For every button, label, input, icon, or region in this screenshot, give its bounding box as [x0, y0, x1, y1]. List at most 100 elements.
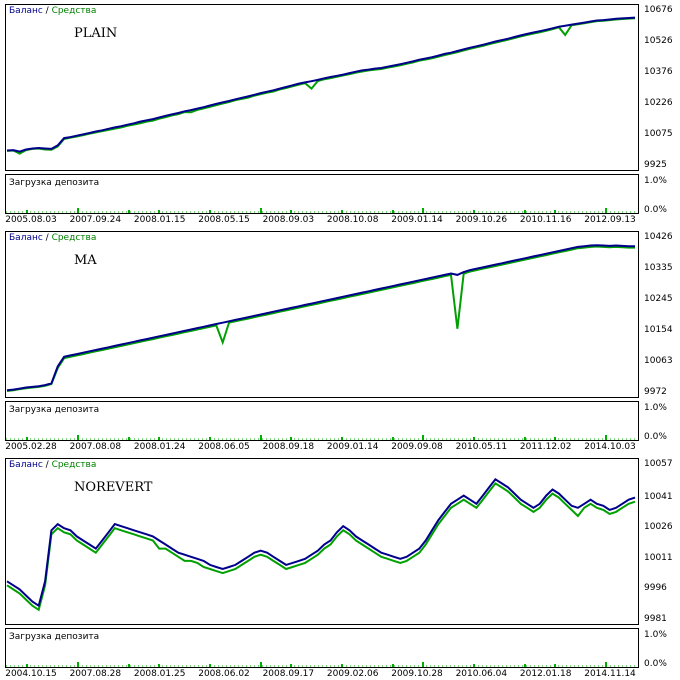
load-bar: [77, 435, 79, 440]
deposit-load-panel: Загрузка депозита: [5, 174, 639, 214]
y-tick-label: 10526: [644, 35, 673, 46]
y-tick-label: 10226: [644, 97, 673, 108]
y-tick-label: 9925: [644, 160, 667, 170]
x-tick-label: 2007.08.28: [69, 669, 122, 679]
strategy-tag: NOREVERT: [74, 480, 153, 495]
y-tick-label: 10426: [644, 232, 673, 242]
x-tick-label: 2005.08.03: [5, 215, 57, 225]
deposit-load-panel: Загрузка депозита: [5, 628, 639, 668]
load-bar: [422, 662, 424, 667]
load-plot: [6, 435, 638, 440]
x-tick-label: 2010.05.11: [455, 442, 508, 452]
line-plot: [6, 244, 635, 392]
x-tick-label: 2012.01.18: [519, 669, 572, 679]
balance-line: [6, 244, 635, 392]
y-tick-label: 10057: [644, 459, 673, 469]
x-tick-label: 2014.11.14: [584, 669, 636, 679]
y-tick-label: 10154: [644, 324, 673, 335]
strategy-tag: MA: [74, 253, 97, 268]
load-bar: [77, 662, 79, 667]
equity-line: [6, 17, 636, 155]
legend-separator: /: [42, 460, 52, 470]
load-bar: [260, 435, 262, 440]
legend-balance: Баланс: [9, 460, 43, 470]
load-tick-label: 1.0%: [644, 403, 667, 413]
load-bar: [605, 435, 607, 440]
x-tick-label: 2008.06.05: [198, 442, 250, 452]
legend-separator: /: [42, 233, 52, 243]
y-tick-label: 10011: [644, 552, 673, 563]
load-plot: [6, 662, 638, 667]
x-tick-label: 2008.10.08: [326, 215, 379, 225]
y-tick-label: 10335: [644, 263, 673, 274]
x-tick-label: 2009.09.08: [391, 442, 443, 452]
x-tick-label: 2010.11.16: [519, 215, 572, 225]
y-tick-label: 10376: [644, 66, 673, 77]
y-tick-label: 10063: [644, 355, 673, 366]
balance-line: [6, 477, 636, 608]
y-tick-label: 10676: [644, 5, 673, 15]
y-tick-label: 10041: [644, 491, 673, 502]
deposit-load-panel: Загрузка депозита: [5, 401, 639, 441]
balance-line: [6, 16, 636, 153]
y-tick-label: 10026: [644, 522, 673, 533]
legend-equity: Средства: [51, 233, 97, 243]
load-tick-label: 1.0%: [644, 630, 667, 640]
load-bar: [524, 210, 526, 213]
legend-balance: Баланс: [9, 233, 43, 243]
load-bar: [128, 210, 130, 213]
load-bar: [260, 662, 262, 667]
load-bar: [260, 208, 262, 213]
x-tick-label: 2009.10.26: [455, 215, 508, 225]
x-tick-label: 2004.10.15: [5, 669, 57, 679]
chart-legend: Баланс / Средства: [9, 460, 96, 470]
load-bar: [524, 664, 526, 667]
x-tick-label: 2011.12.02: [519, 442, 572, 452]
load-bar: [128, 664, 130, 667]
x-tick-label: 2007.08.08: [69, 442, 122, 452]
x-tick-label: 2009.01.14: [326, 442, 379, 452]
x-tick-label: 2008.09.17: [262, 669, 315, 679]
y-tick-label: 10075: [644, 129, 673, 140]
load-bar: [77, 208, 79, 213]
load-bar: [422, 435, 424, 440]
legend-equity: Средства: [51, 460, 97, 470]
deposit-load-label: Загрузка депозита: [9, 178, 100, 188]
x-tick-label: 2009.02.06: [326, 669, 379, 679]
load-tick-label: 0.0%: [644, 205, 667, 215]
x-tick-label: 2008.01.15: [133, 215, 186, 225]
chart-legend: Баланс / Средства: [9, 233, 96, 243]
load-bar: [392, 210, 394, 213]
y-tick-label: 9996: [644, 583, 667, 594]
x-tick-label: 2012.09.13: [584, 215, 636, 225]
load-tick-label: 0.0%: [644, 432, 667, 442]
chart-panel: Баланс / Средства MA: [5, 231, 639, 398]
y-tick-label: 9972: [644, 387, 667, 397]
deposit-load-label: Загрузка депозита: [9, 632, 100, 642]
load-bar: [392, 664, 394, 667]
load-bar: [605, 208, 607, 213]
x-tick-label: 2008.09.03: [262, 215, 315, 225]
chart-legend: Баланс / Средства: [9, 6, 96, 16]
load-bar: [605, 662, 607, 667]
x-tick-label: 2008.06.02: [198, 669, 250, 679]
y-tick-label: 10245: [644, 293, 673, 304]
equity-line: [6, 482, 636, 612]
legend-separator: /: [42, 6, 52, 16]
x-tick-label: 2014.10.03: [584, 442, 636, 452]
x-tick-label: 2005.02.28: [5, 442, 57, 452]
load-plot: [6, 208, 638, 213]
y-tick-label: 9981: [644, 614, 667, 624]
equity-line: [6, 245, 635, 392]
x-tick-label: 2009.01.14: [391, 215, 443, 225]
x-tick-label: 2010.06.04: [455, 669, 508, 679]
strategy-tag: PLAIN: [74, 26, 118, 41]
deposit-load-label: Загрузка депозита: [9, 405, 100, 415]
chart-panel: Баланс / Средства PLAIN: [5, 4, 639, 171]
chart-panel: Баланс / Средства NOREVERT: [5, 458, 639, 625]
load-bar: [128, 437, 130, 440]
load-tick-label: 0.0%: [644, 659, 667, 669]
load-bar: [392, 437, 394, 440]
x-tick-label: 2007.09.24: [69, 215, 122, 225]
